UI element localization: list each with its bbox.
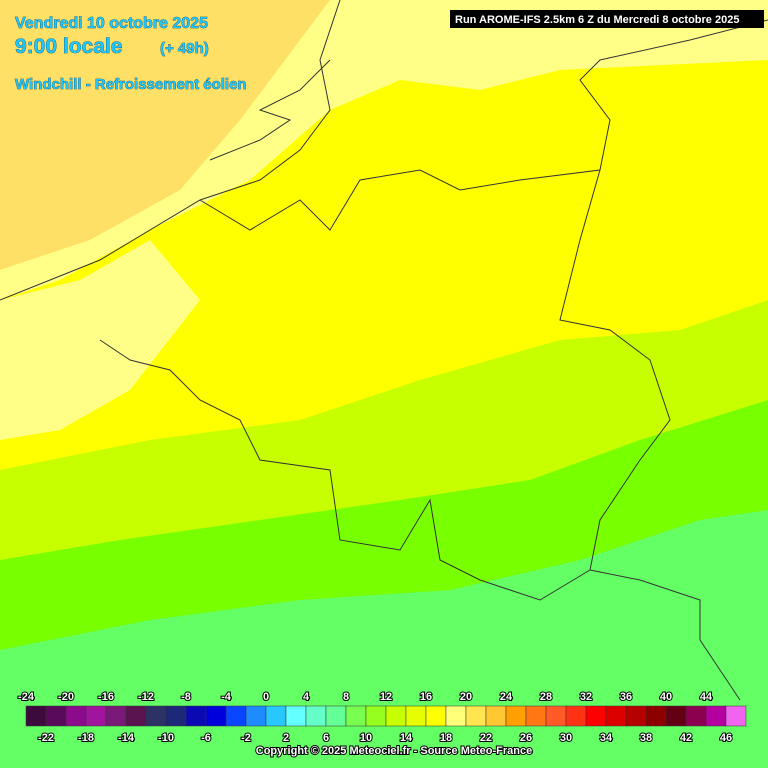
legend-label: 8 — [343, 691, 349, 703]
legend-swatch — [325, 705, 347, 727]
legend-label: 28 — [540, 691, 552, 703]
legend-swatch — [125, 705, 147, 727]
legend-label: -20 — [58, 691, 74, 703]
legend-label: -16 — [98, 691, 114, 703]
legend-label: 4 — [303, 691, 310, 703]
legend-swatch — [565, 705, 587, 727]
legend-label: 30 — [560, 732, 572, 744]
lead: (+ 49h) — [160, 40, 209, 57]
legend-label: 22 — [480, 732, 492, 744]
legend-label: 18 — [440, 732, 452, 744]
legend-label: -14 — [118, 732, 135, 744]
legend-swatch — [205, 705, 227, 727]
legend-label: 34 — [600, 732, 613, 744]
zone-orange — [0, 0, 330, 270]
legend-label: -24 — [18, 691, 35, 703]
legend-swatch — [545, 705, 567, 727]
legend-swatch — [365, 705, 387, 727]
run-info: Run AROME-IFS 2.5km 6 Z du Mercredi 8 oc… — [455, 14, 739, 26]
legend-swatch — [25, 705, 47, 727]
legend-label: 12 — [380, 691, 392, 703]
legend-swatch — [705, 705, 727, 727]
legend-swatch — [265, 705, 287, 727]
legend-swatch — [685, 705, 707, 727]
legend-label: 20 — [460, 691, 472, 703]
legend-label: 44 — [700, 691, 713, 703]
legend-swatch — [245, 705, 267, 727]
legend-swatch — [605, 705, 627, 727]
legend-label: -2 — [241, 732, 251, 744]
legend-label: -10 — [158, 732, 174, 744]
legend-label: 14 — [400, 732, 413, 744]
legend-label: -22 — [38, 732, 54, 744]
legend-label: 42 — [680, 732, 692, 744]
legend-swatch — [145, 705, 167, 727]
legend-swatch — [485, 705, 507, 727]
legend-swatch — [165, 705, 187, 727]
zone-green-teal — [0, 510, 768, 768]
legend-label: 2 — [283, 732, 289, 744]
legend-swatch — [45, 705, 67, 727]
product: Windchill - Refroissement éolien — [15, 76, 247, 93]
legend-label: -8 — [181, 691, 191, 703]
legend: -24 -20 -16 -12 -8 -4 0 4 8 12 16 20 24 28 32 36 40 44-22… — [17, 690, 747, 745]
legend-swatch — [425, 705, 447, 727]
legend-label: 38 — [640, 732, 652, 744]
legend-swatch — [105, 705, 127, 727]
legend-label: 36 — [620, 691, 632, 703]
legend-label: -18 — [78, 732, 94, 744]
legend-label: 6 — [323, 732, 329, 744]
legend-label: 0 — [263, 691, 269, 703]
copyright: Copyright © 2025 Meteociel.fr - Source M… — [256, 745, 532, 757]
legend-swatch — [665, 705, 687, 727]
legend-swatch — [65, 705, 87, 727]
legend-label: 16 — [420, 691, 432, 703]
legend-swatch — [465, 705, 487, 727]
legend-swatch — [305, 705, 327, 727]
legend-swatch — [625, 705, 647, 727]
legend-swatch — [505, 705, 527, 727]
legend-label: 46 — [720, 732, 732, 744]
legend-swatch — [385, 705, 407, 727]
legend-swatch — [725, 705, 747, 727]
legend-swatch — [585, 705, 607, 727]
legend-swatch — [645, 705, 667, 727]
legend-label: -4 — [221, 691, 232, 703]
date: Vendredi 10 octobre 2025 — [15, 15, 208, 32]
borders — [0, 0, 768, 701]
legend-swatch — [405, 705, 427, 727]
legend-label: -6 — [201, 732, 211, 744]
legend-swatch — [285, 705, 307, 727]
legend-label: 26 — [520, 732, 532, 744]
legend-label: 24 — [500, 691, 513, 703]
legend-label: 32 — [580, 691, 592, 703]
legend-swatch — [225, 705, 247, 727]
legend-swatch — [85, 705, 107, 727]
legend-label: -12 — [138, 691, 154, 703]
legend-label: 10 — [360, 732, 372, 744]
legend-swatch — [525, 705, 547, 727]
run-box — [450, 10, 764, 28]
legend-swatch — [345, 705, 367, 727]
legend-label: 40 — [660, 691, 672, 703]
legend-swatch — [185, 705, 207, 727]
time: 9:00 locale — [15, 35, 122, 58]
legend-swatch — [445, 705, 467, 727]
